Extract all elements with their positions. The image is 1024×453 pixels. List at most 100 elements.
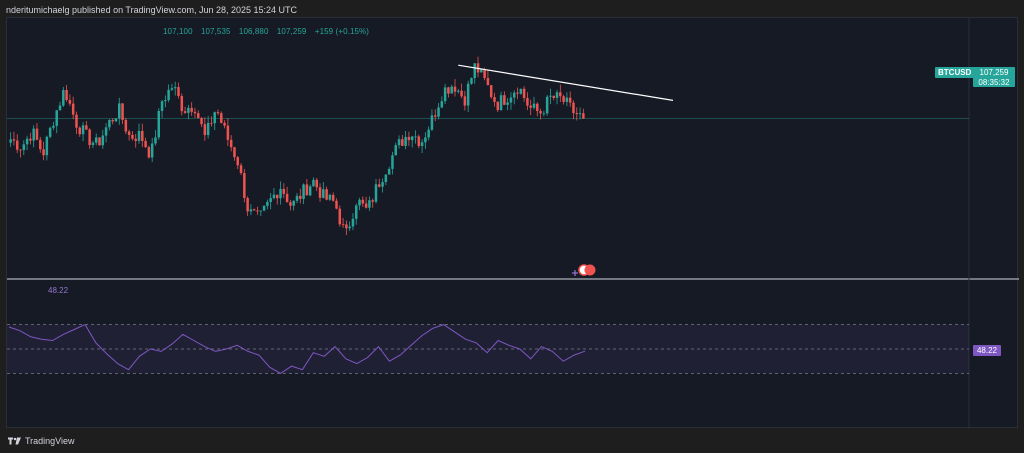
candle-body xyxy=(302,184,305,199)
candle-body xyxy=(266,201,269,206)
candle-body xyxy=(101,135,105,146)
candle-body xyxy=(506,102,509,105)
candle-body xyxy=(85,125,88,130)
chart-frame[interactable] xyxy=(6,17,1019,429)
candle-body xyxy=(71,103,75,115)
candle-body xyxy=(364,203,368,208)
candle-body xyxy=(354,205,358,219)
candle-body xyxy=(118,103,121,119)
candle-body xyxy=(568,97,572,103)
candle-body xyxy=(252,209,256,211)
candle-body xyxy=(75,114,78,128)
footer-brand-text: TradingView xyxy=(25,436,75,446)
bar-countdown: 08:35:32 xyxy=(978,78,1010,87)
candle-body xyxy=(351,218,355,227)
candle-body xyxy=(424,137,427,143)
candle-body xyxy=(285,193,289,203)
candle-body xyxy=(483,69,486,79)
candle-body xyxy=(272,194,276,199)
candle-body xyxy=(256,210,259,212)
candle-body xyxy=(460,90,463,97)
candle-body xyxy=(453,86,457,92)
last-price-value: 107,259 xyxy=(979,68,1009,77)
candle-body xyxy=(575,113,579,115)
candle-body xyxy=(233,147,236,158)
candle-body xyxy=(361,199,365,204)
candle-body xyxy=(318,187,322,198)
candle-body xyxy=(378,184,381,187)
candle-body xyxy=(114,118,118,122)
candle-body xyxy=(160,101,164,111)
candle-body xyxy=(68,99,72,104)
candle-body xyxy=(335,200,338,209)
candle-body xyxy=(220,113,223,123)
candle-body xyxy=(180,95,184,112)
candle-body xyxy=(312,179,315,187)
candle-body xyxy=(39,139,42,150)
event-flag-icon-2 xyxy=(584,264,596,276)
candle-body xyxy=(236,157,240,166)
candle-body xyxy=(562,96,565,102)
candle-body xyxy=(22,144,26,151)
candle-body xyxy=(532,103,536,108)
candle-body xyxy=(9,139,12,143)
candle-body xyxy=(414,136,417,138)
candle-body xyxy=(572,102,575,114)
candle-body xyxy=(417,136,421,147)
candle-body xyxy=(427,129,430,138)
candle-body xyxy=(29,138,32,141)
candle-body xyxy=(78,127,82,135)
trendline xyxy=(458,64,674,101)
candle-body xyxy=(223,122,226,126)
candle-body xyxy=(111,119,114,122)
candle-body xyxy=(407,136,411,141)
candle-body xyxy=(549,95,552,97)
candle-body xyxy=(486,78,490,86)
candle-body xyxy=(516,92,519,94)
candle-body xyxy=(243,173,246,198)
symbol-tag: BTCUSD xyxy=(935,67,975,78)
candle-body xyxy=(404,136,407,146)
candle-body xyxy=(45,136,49,156)
candle-body xyxy=(358,199,361,206)
candle-body xyxy=(62,90,65,106)
candle-body xyxy=(545,96,549,114)
candle-body xyxy=(19,149,22,151)
candle-body xyxy=(325,189,328,200)
candle-body xyxy=(387,168,391,175)
candle-body xyxy=(503,95,506,105)
candle-body xyxy=(463,96,467,106)
candle-body xyxy=(289,202,292,206)
candle-body xyxy=(582,113,585,119)
candle-body xyxy=(134,138,137,141)
candle-body xyxy=(447,87,450,94)
candle-body xyxy=(127,131,131,135)
candle-body xyxy=(299,195,302,199)
candle-body xyxy=(104,127,108,136)
candle-body xyxy=(473,63,476,79)
candle-body xyxy=(401,139,404,146)
ohlc-readout: 107,100 107,535 106,880 107,259 +159 (+0… xyxy=(163,27,375,36)
candle-body xyxy=(12,139,16,141)
ohlc-change: +159 (+0.15%) xyxy=(314,27,370,36)
rsi-value-label: 48.22 xyxy=(48,286,69,295)
candle-body xyxy=(282,188,286,194)
candle-body xyxy=(164,100,167,102)
candle-body xyxy=(269,198,272,202)
candle-body xyxy=(144,140,147,148)
candle-body xyxy=(322,189,325,198)
candle-body xyxy=(197,113,200,118)
candle-body xyxy=(410,136,414,141)
candle-body xyxy=(522,88,526,98)
candle-body xyxy=(108,119,111,128)
chart-canvas[interactable] xyxy=(7,18,1019,429)
candle-body xyxy=(470,78,473,84)
candle-body xyxy=(239,165,243,174)
candle-body xyxy=(210,122,213,124)
footer-brand[interactable]: TradingView xyxy=(8,436,75,446)
candle-body xyxy=(529,105,532,108)
candle-body xyxy=(200,117,203,125)
candle-body xyxy=(246,197,249,212)
candle-body xyxy=(259,210,263,212)
candle-body xyxy=(578,113,582,115)
